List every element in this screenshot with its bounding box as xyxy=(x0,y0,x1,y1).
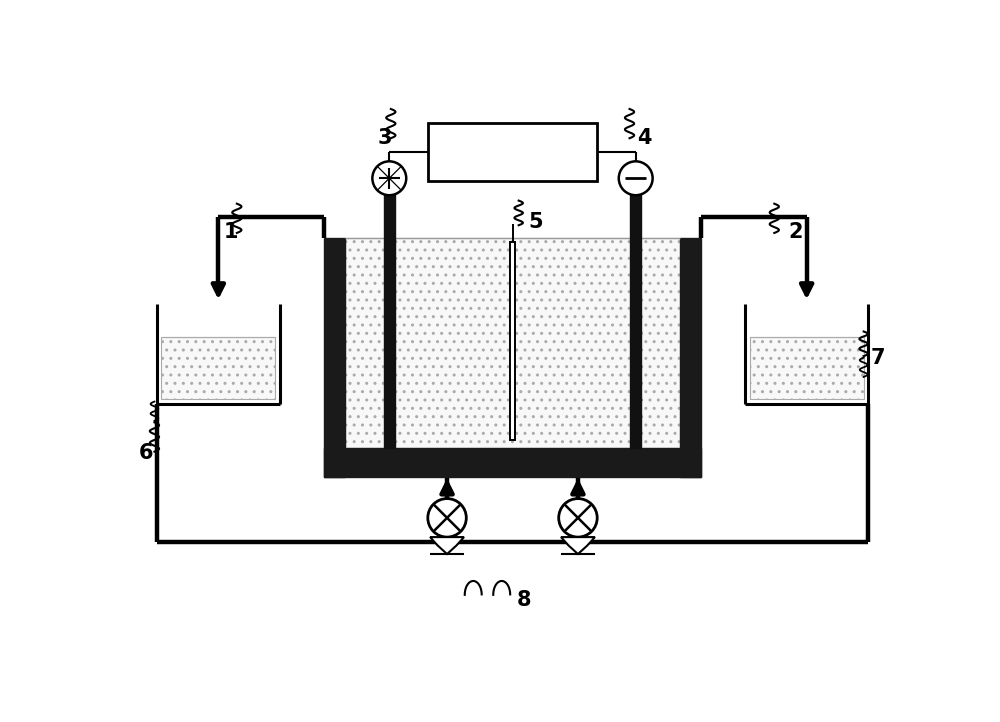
Text: 6: 6 xyxy=(139,443,154,464)
Bar xyxy=(750,337,864,399)
Bar xyxy=(630,191,641,448)
Bar xyxy=(510,242,515,440)
Text: 5: 5 xyxy=(528,212,543,232)
Circle shape xyxy=(559,499,597,537)
Bar xyxy=(428,123,597,180)
Circle shape xyxy=(372,161,406,195)
Polygon shape xyxy=(561,537,595,554)
Text: 8: 8 xyxy=(516,590,531,609)
Bar xyxy=(345,238,680,448)
Bar xyxy=(680,238,701,477)
Text: 1: 1 xyxy=(224,222,238,242)
Bar xyxy=(324,238,345,477)
Bar xyxy=(324,448,701,477)
Text: 7: 7 xyxy=(871,348,885,367)
Circle shape xyxy=(619,161,653,195)
Text: 3: 3 xyxy=(378,128,392,147)
Bar xyxy=(161,337,275,399)
Bar xyxy=(384,191,395,448)
Polygon shape xyxy=(430,537,464,554)
Text: 2: 2 xyxy=(788,222,803,242)
Text: 4: 4 xyxy=(637,128,652,147)
Circle shape xyxy=(428,499,466,537)
